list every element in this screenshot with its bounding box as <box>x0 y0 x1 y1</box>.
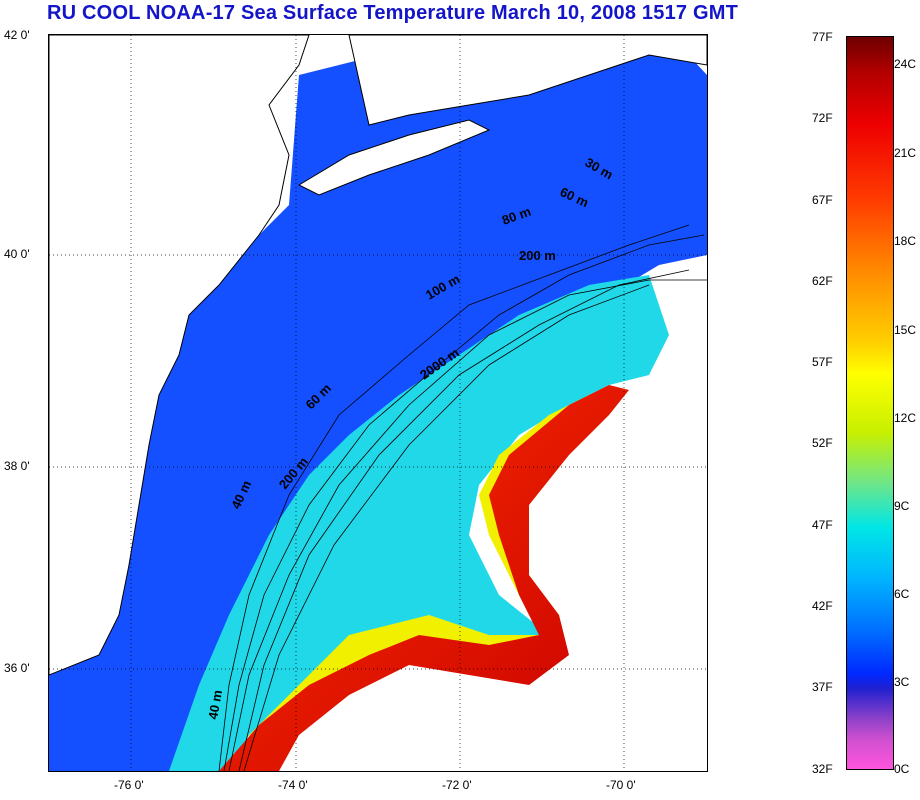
temperature-colorbar <box>846 36 894 770</box>
colorbar-c-label: 12C <box>894 411 917 425</box>
isobaths <box>218 224 707 771</box>
colorbar-f-label: 72F <box>812 111 833 125</box>
longitude-label: -72 0' <box>442 778 472 792</box>
sst-map[interactable]: 30 m 60 m 80 m 200 m 100 m 2000 m 60 m 2… <box>48 34 708 772</box>
colorbar-c-label: 3C <box>894 675 910 689</box>
latitude-label: 38 0' <box>4 459 30 473</box>
longitude-label: -74 0' <box>278 778 308 792</box>
colorbar-f-label: 67F <box>812 193 833 207</box>
latitude-label: 40 0' <box>4 247 30 261</box>
colorbar-f-label: 37F <box>812 680 833 694</box>
land-long-island <box>297 119 491 196</box>
latitude-label: 42 0' <box>4 28 30 42</box>
graticule <box>49 35 707 771</box>
colorbar-f-label: 52F <box>812 436 833 450</box>
colorbar-f-label: 42F <box>812 599 833 613</box>
longitude-label: -76 0' <box>114 778 144 792</box>
colorbar-c-label: 24C <box>894 57 917 71</box>
mid-shelf-water <box>169 275 669 771</box>
colorbar-c-label: 0C <box>894 762 910 776</box>
colorbar-f-label: 62F <box>812 274 833 288</box>
land-mainland <box>49 35 310 676</box>
latitude-label: 36 0' <box>4 661 30 675</box>
gulf-stream <box>219 385 629 771</box>
isobath-label: 200 m <box>519 248 556 263</box>
colorbar-c-label: 18C <box>894 234 917 248</box>
colorbar-f-label: 57F <box>812 355 833 369</box>
colorbar-c-label: 9C <box>894 499 910 513</box>
colorbar-f-label: 32F <box>812 762 833 776</box>
isobath-label: 40 m <box>205 689 225 721</box>
sst-map-canvas: 30 m 60 m 80 m 200 m 100 m 2000 m 60 m 2… <box>49 35 707 771</box>
cold-shelf-water <box>49 35 707 771</box>
colorbar-f-label: 47F <box>812 518 833 532</box>
land-new-england <box>348 35 707 126</box>
longitude-label: -70 0' <box>606 778 636 792</box>
map-title: RU COOL NOAA-17 Sea Surface Temperature … <box>47 2 739 24</box>
colorbar-f-label: 77F <box>812 30 833 44</box>
colorbar-c-label: 6C <box>894 587 910 601</box>
colorbar-c-label: 15C <box>894 323 917 337</box>
colorbar-c-label: 21C <box>894 146 917 160</box>
